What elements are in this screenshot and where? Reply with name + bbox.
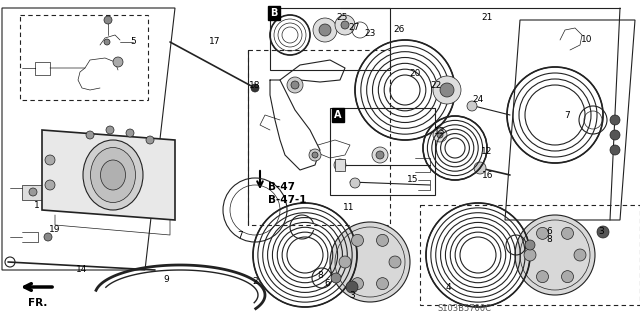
Text: 6: 6 (324, 279, 330, 288)
Circle shape (376, 234, 388, 246)
Text: 17: 17 (209, 38, 221, 47)
Text: 21: 21 (481, 13, 493, 23)
Text: 8: 8 (317, 271, 323, 280)
Circle shape (440, 83, 454, 97)
Text: 8: 8 (546, 234, 552, 243)
Circle shape (335, 15, 355, 35)
Circle shape (351, 278, 364, 290)
Circle shape (86, 131, 94, 139)
Circle shape (437, 132, 443, 138)
Circle shape (330, 222, 410, 302)
Text: 9: 9 (163, 276, 169, 285)
Text: 22: 22 (430, 81, 442, 91)
Bar (330, 108, 435, 195)
Circle shape (515, 215, 595, 295)
Circle shape (350, 178, 360, 188)
Text: 3: 3 (598, 227, 604, 236)
Text: 1: 1 (34, 201, 40, 210)
Circle shape (597, 226, 609, 238)
Ellipse shape (90, 147, 136, 203)
Text: 3: 3 (349, 291, 355, 300)
Circle shape (319, 24, 331, 36)
Text: B-47-1: B-47-1 (268, 195, 307, 205)
Text: 2: 2 (252, 278, 258, 286)
Text: 7: 7 (564, 112, 570, 121)
Circle shape (251, 84, 259, 92)
Circle shape (106, 126, 114, 134)
Circle shape (536, 227, 548, 239)
Circle shape (433, 128, 447, 142)
Text: FR.: FR. (28, 298, 48, 308)
Circle shape (524, 249, 536, 261)
Circle shape (610, 115, 620, 125)
Circle shape (104, 39, 110, 45)
Circle shape (291, 81, 299, 89)
Bar (22, 185, 45, 200)
Circle shape (146, 136, 154, 144)
Circle shape (536, 271, 548, 283)
Circle shape (339, 256, 351, 268)
Text: S103B5700C: S103B5700C (438, 304, 492, 313)
Text: 23: 23 (364, 29, 376, 39)
Text: 12: 12 (481, 147, 493, 157)
Circle shape (346, 281, 358, 293)
Circle shape (331, 273, 341, 283)
Text: B-47: B-47 (268, 182, 295, 192)
Circle shape (467, 101, 477, 111)
Text: 15: 15 (407, 174, 419, 183)
Circle shape (574, 249, 586, 261)
Circle shape (610, 145, 620, 155)
Text: 14: 14 (76, 265, 88, 275)
Bar (20, 15, 148, 100)
Text: 19: 19 (49, 226, 61, 234)
Text: 25: 25 (336, 13, 348, 23)
Circle shape (376, 278, 388, 290)
Circle shape (113, 57, 123, 67)
Bar (420, 205, 640, 305)
Text: 26: 26 (394, 26, 404, 34)
Circle shape (376, 151, 384, 159)
Text: 4: 4 (445, 283, 451, 292)
Text: A: A (334, 110, 342, 120)
Circle shape (44, 233, 52, 241)
Circle shape (433, 76, 461, 104)
Polygon shape (42, 130, 175, 220)
Circle shape (313, 18, 337, 42)
Ellipse shape (100, 160, 125, 190)
Circle shape (29, 188, 37, 196)
Bar (248, 50, 390, 225)
Text: 6: 6 (546, 227, 552, 236)
Text: 7: 7 (237, 231, 243, 240)
Circle shape (104, 16, 112, 24)
Circle shape (474, 162, 486, 174)
Circle shape (389, 256, 401, 268)
Circle shape (561, 271, 573, 283)
Circle shape (525, 240, 535, 250)
Text: 5: 5 (130, 38, 136, 47)
Circle shape (45, 180, 55, 190)
Text: 16: 16 (483, 172, 493, 181)
Circle shape (334, 159, 346, 171)
Text: B: B (270, 8, 278, 18)
Circle shape (372, 147, 388, 163)
Text: 18: 18 (249, 81, 260, 91)
Text: 24: 24 (472, 94, 484, 103)
Circle shape (561, 227, 573, 239)
Text: 13: 13 (435, 128, 445, 137)
Text: 20: 20 (410, 69, 420, 78)
Circle shape (287, 77, 303, 93)
Circle shape (312, 152, 318, 158)
Circle shape (45, 155, 55, 165)
Bar (335, 159, 345, 171)
Text: 27: 27 (348, 23, 360, 32)
Text: 11: 11 (343, 203, 355, 211)
Bar (270, 8, 390, 70)
Circle shape (309, 149, 321, 161)
Circle shape (126, 129, 134, 137)
Ellipse shape (83, 140, 143, 210)
Circle shape (610, 130, 620, 140)
Circle shape (351, 234, 364, 246)
Text: 10: 10 (581, 35, 593, 44)
Circle shape (341, 21, 349, 29)
